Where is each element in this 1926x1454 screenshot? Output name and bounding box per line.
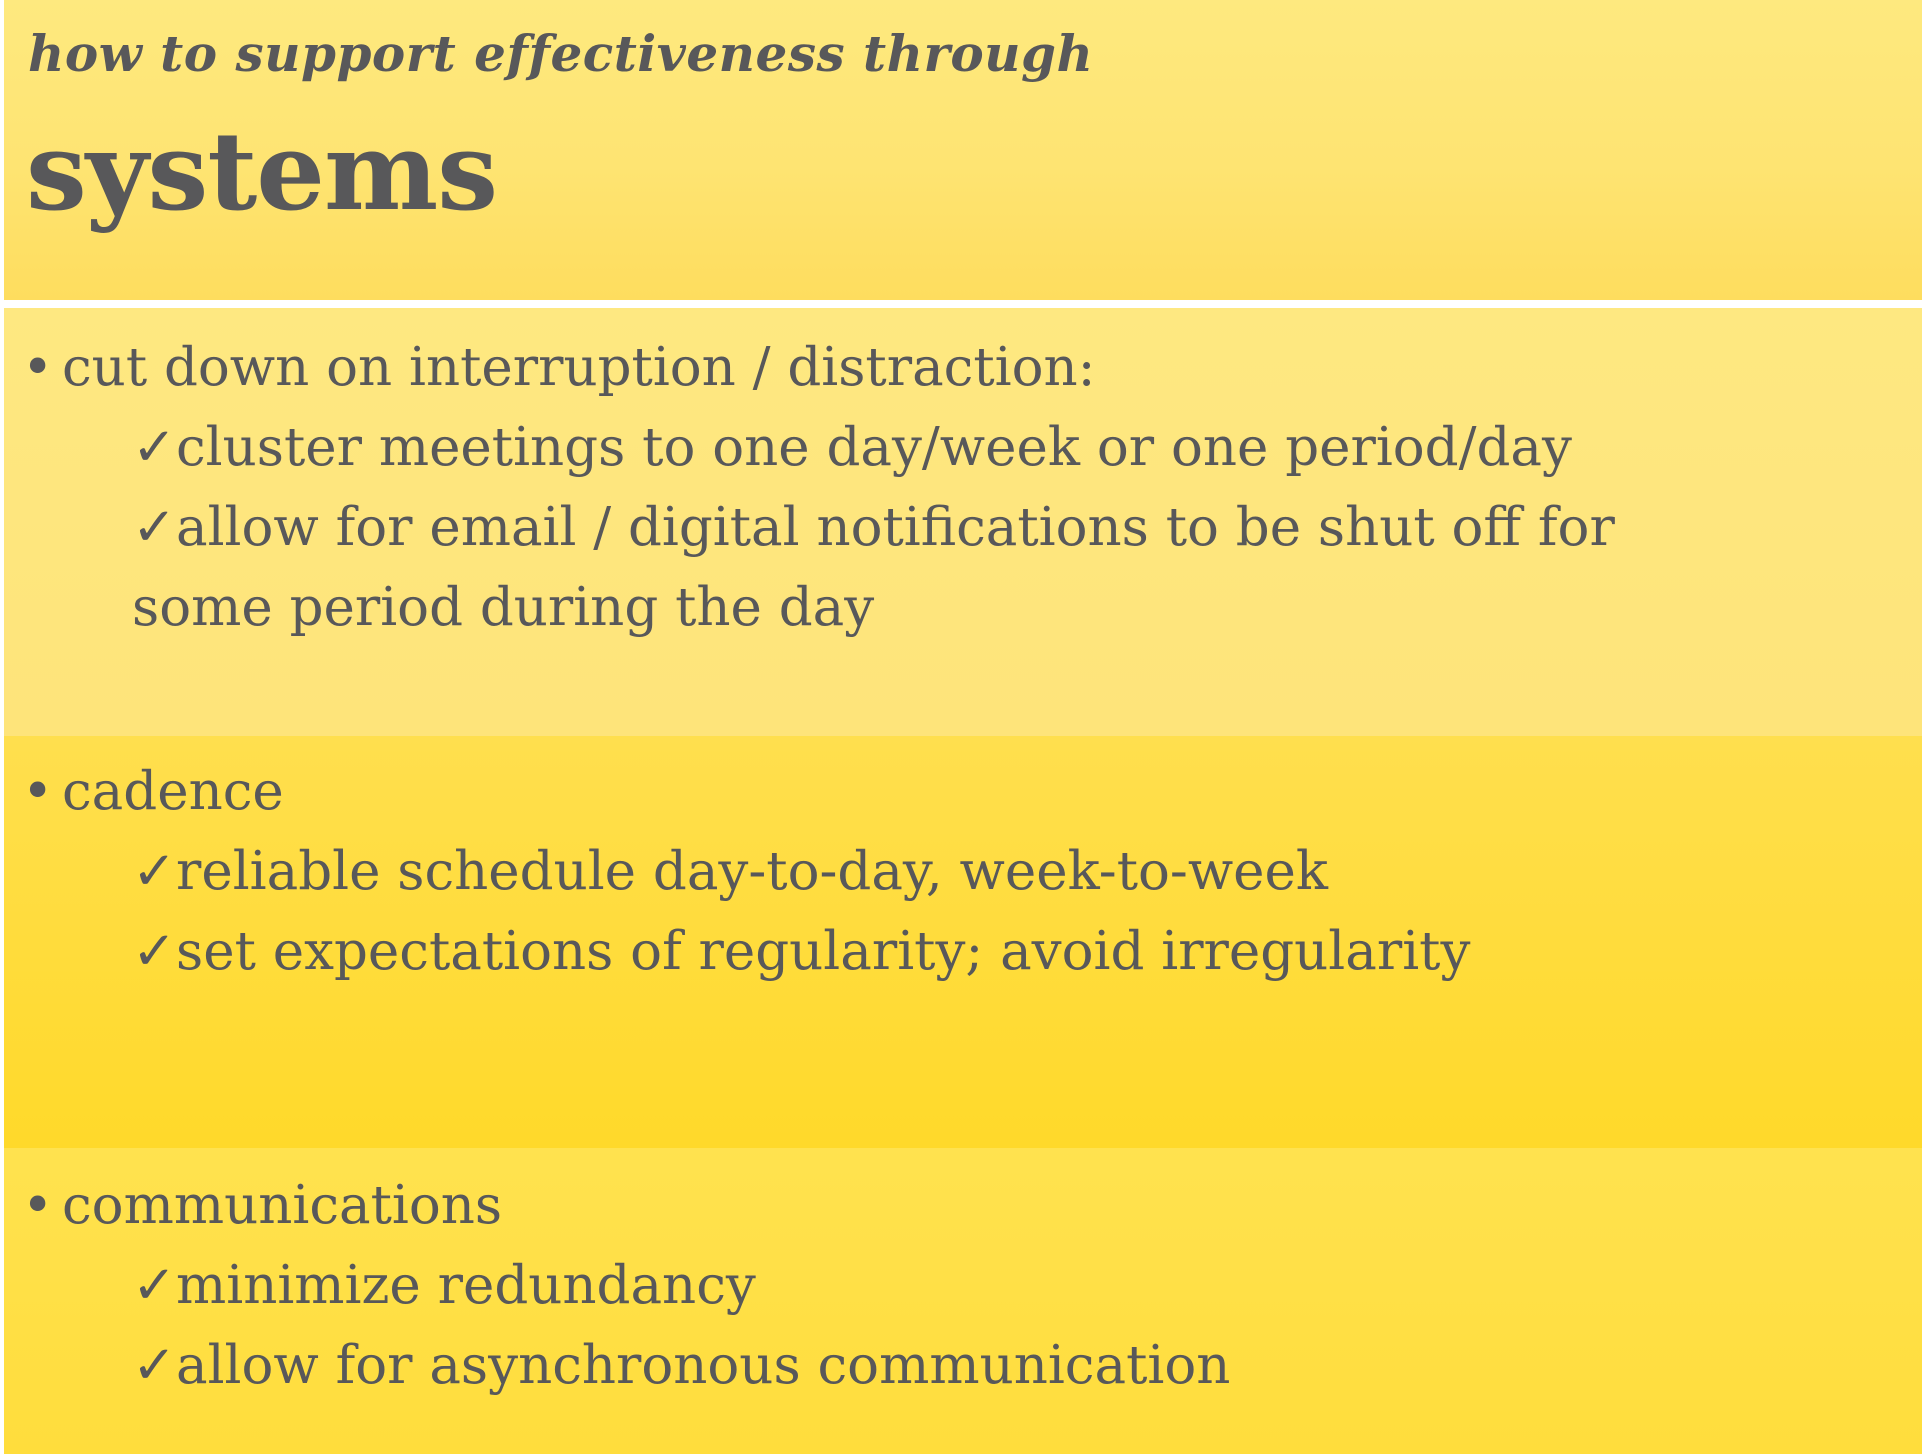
check-list-item: ✓set expectations of regularity; avoid i…: [22, 912, 1470, 992]
check-item-text: allow for asynchronous communication: [176, 1335, 1231, 1396]
check-item-text: cluster meetings to one day/week or one …: [176, 417, 1572, 478]
slide-header: how to support effectiveness through sys…: [0, 0, 1926, 300]
section-cadence: • cadence ✓reliable schedule day-to-day, …: [22, 752, 1470, 992]
bullet-icon: •: [22, 337, 54, 398]
slide-kicker: how to support effectiveness through: [28, 24, 1094, 83]
bullet-icon: •: [22, 761, 54, 822]
check-item-text: reliable schedule day-to-day, week-to-we…: [176, 841, 1329, 902]
checkmark-icon: ✓: [132, 497, 177, 558]
section-heading: communications: [62, 1175, 503, 1236]
section-band-cadence: [0, 736, 1926, 1148]
checkmark-icon: ✓: [132, 841, 177, 902]
section-heading-row: • communications: [22, 1166, 1230, 1246]
check-list-item: ✓cluster meetings to one day/week or one…: [22, 408, 1742, 488]
section-heading-row: • cadence: [22, 752, 1470, 832]
check-item-text: minimize redundancy: [176, 1255, 756, 1316]
section-heading: cadence: [62, 761, 284, 822]
check-item-text: allow for email / digital notifications …: [132, 497, 1615, 638]
check-item-text: set expectations of regularity; avoid ir…: [176, 921, 1471, 982]
checkmark-icon: ✓: [132, 1335, 177, 1396]
header-divider: [0, 300, 1926, 308]
bullet-icon: •: [22, 1175, 54, 1236]
check-list-item: ✓minimize redundancy: [22, 1246, 1230, 1326]
section-heading: cut down on interruption / distraction:: [62, 337, 1096, 398]
section-band-interruption: [0, 308, 1926, 736]
section-communications: • communications ✓minimize redundancy ✓al…: [22, 1166, 1230, 1406]
checkmark-icon: ✓: [132, 417, 177, 478]
checkmark-icon: ✓: [132, 921, 177, 982]
section-heading-row: • cut down on interruption / distraction:: [22, 328, 1742, 408]
section-band-communications: [0, 1148, 1926, 1454]
check-list-item: ✓reliable schedule day-to-day, week-to-w…: [22, 832, 1470, 912]
check-list-item: ✓allow for email / digital notifications…: [22, 488, 1742, 648]
section-interruption: • cut down on interruption / distraction:…: [22, 328, 1742, 648]
slide-title: systems: [26, 109, 498, 235]
check-list-item: ✓allow for asynchronous communication: [22, 1326, 1230, 1406]
checkmark-icon: ✓: [132, 1255, 177, 1316]
